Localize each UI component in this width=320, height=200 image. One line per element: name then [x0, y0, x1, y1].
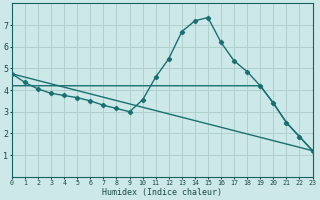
X-axis label: Humidex (Indice chaleur): Humidex (Indice chaleur) [102, 188, 222, 197]
